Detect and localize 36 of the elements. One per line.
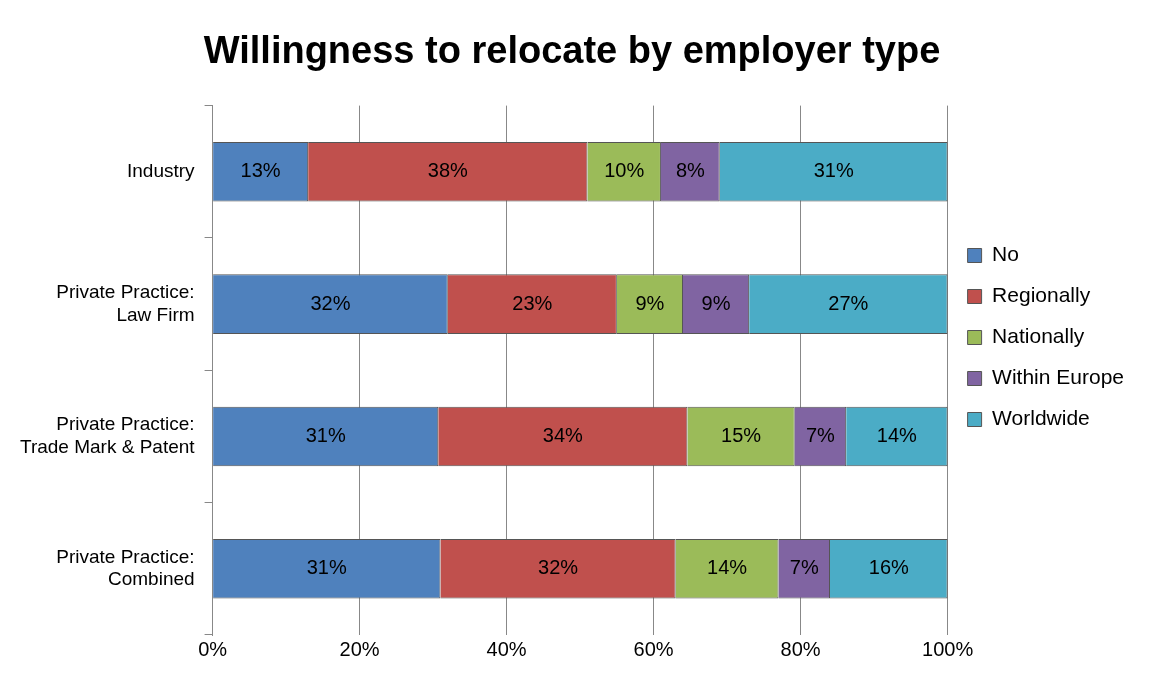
data-label: 7% [805,423,836,446]
data-label: 23% [512,291,553,314]
data-label: 15% [721,423,762,446]
data-label: 9% [701,291,731,314]
data-label: 10% [604,159,645,182]
x-tick-label: 100% [922,637,974,660]
x-tick-label: 60% [633,637,674,660]
x-tick-label: 20% [339,637,380,660]
legend-label: Nationally [992,324,1085,348]
data-label: 8% [675,159,706,182]
data-label: 31% [305,423,346,446]
y-tick-label: Industry [127,160,196,182]
data-label: 32% [310,291,351,314]
data-label: 14% [707,556,748,579]
data-label: 34% [542,423,584,446]
data-label: 16% [868,556,910,579]
data-label: 27% [828,291,869,314]
y-tick-label: Private Practice: Trade Mark & Patent [20,413,196,458]
data-label: 7% [789,556,819,579]
data-label: 32% [538,556,579,579]
data-label: 31% [813,159,854,182]
legend-label: No [992,242,1019,266]
y-tick-label: Private Practice: Law Firm [56,280,195,325]
x-tick-label: 40% [486,637,527,660]
legend-label: Within Europe [992,365,1125,389]
chart-title: Willingness to relocate by employer type [203,29,941,72]
data-label: 38% [427,159,469,182]
data-label: 31% [306,556,347,579]
x-tick-label: 80% [780,637,821,660]
legend-label: Worldwide [992,406,1090,430]
legend-label: Regionally [992,283,1091,307]
y-tick-label: Private Practice: Combined [56,545,195,590]
data-label: 13% [240,159,281,182]
x-tick-label: 0% [198,637,228,660]
data-label: 9% [635,291,665,314]
data-label: 14% [876,423,918,446]
